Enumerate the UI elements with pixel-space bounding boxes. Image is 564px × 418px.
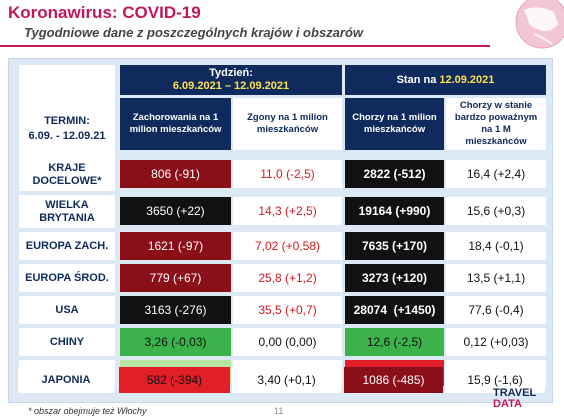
page-number: 11	[274, 406, 284, 416]
data-table: TERMIN: 6.09. - 12.09.21 Tydzień: 6.09.2…	[8, 58, 553, 403]
travel-data-logo: TRAVEL DATA	[493, 388, 536, 410]
row-label: KRAJE DOCELOWE*	[19, 158, 115, 191]
status-header: Stan na 12.09.2021	[345, 65, 546, 95]
cell-deaths-japan: 3,40 (+0,1)	[232, 367, 341, 393]
row-label: WIELKA BRYTANIA	[19, 195, 115, 228]
header-divider	[0, 45, 490, 47]
cell-cases: 779 (+67)	[120, 264, 231, 292]
cell-critical: 15,6 (+0,3)	[446, 197, 546, 225]
cell-deaths: 11,0 (-2,5)	[233, 160, 342, 188]
logo-line1: TRAVEL	[493, 387, 537, 399]
header-subtitle: Tygodniowe dane z poszczególnych krajów …	[24, 25, 364, 40]
row-label: USA	[19, 296, 115, 324]
cell-active: 3273 (+120)	[345, 264, 444, 292]
globe-icon	[515, 0, 564, 49]
cell-cases-japan: 582 (-394)	[119, 367, 230, 393]
col-header-deaths: Zgony na 1 milion mieszkańców	[233, 98, 342, 150]
cell-critical: 13,5 (+1,1)	[446, 264, 546, 292]
cell-critical: 0,12 (+0,03)	[446, 328, 546, 356]
cell-deaths: 35,5 (+0,7)	[233, 296, 342, 324]
col-header-cases: Zachorowania na 1 milion mieszkańców	[120, 98, 231, 150]
row-label-japan: JAPONIA	[18, 367, 114, 393]
cell-cases: 1621 (-97)	[120, 232, 231, 260]
col-header-critical: Chorzy w stanie bardzo poważnym na 1 M m…	[446, 98, 546, 150]
week-range: 6.09.2021 – 12.09.2021	[172, 80, 290, 92]
cell-active: 28074 (+1450)	[345, 296, 444, 324]
termin-label: TERMIN:	[44, 114, 90, 127]
cell-active: 2822 (-512)	[345, 160, 444, 188]
logo-line2: DATA	[493, 398, 522, 410]
cell-active: 7635 (+170)	[345, 232, 444, 260]
week-title: Tydzień:	[209, 67, 253, 79]
termin-range: 6.09. - 12.09.21	[28, 129, 106, 142]
cell-cases: 806 (-91)	[120, 160, 231, 188]
cell-critical: 77,6 (-0,4)	[446, 296, 546, 324]
cell-active: 19164 (+990)	[345, 197, 444, 225]
cell-deaths: 0,00 (0,00)	[233, 328, 342, 356]
header-title: Koronawirus: COVID-19	[8, 3, 201, 22]
row-label: EUROPA ZACH.	[19, 232, 115, 260]
cell-critical-japan: 15,9 (-1,6)	[445, 367, 545, 393]
col-header-active: Chorzy na 1 milion mieszkańców	[345, 98, 444, 150]
cell-active: 12,6 (-2,5)	[345, 328, 444, 356]
status-title: Stan na	[396, 74, 437, 86]
row-label: CHINY	[19, 328, 115, 356]
cell-cases: 3,26 (-0,03)	[120, 328, 231, 356]
week-header: Tydzień: 6.09.2021 – 12.09.2021	[120, 65, 342, 95]
cell-critical: 18,4 (-0,1)	[446, 232, 546, 260]
cell-cases: 3650 (+22)	[120, 197, 231, 225]
cell-active-japan: 1086 (-485)	[344, 367, 443, 393]
cell-critical: 16,4 (+2,4)	[446, 160, 546, 188]
cell-cases: 3163 (-276)	[120, 296, 231, 324]
cell-deaths: 25,8 (+1,2)	[233, 264, 342, 292]
cell-deaths: 14,3 (+2,5)	[233, 197, 342, 225]
row-label: EUROPA ŚROD.	[19, 264, 115, 292]
status-date: 12.09.2021	[439, 74, 495, 86]
cell-deaths: 7,02 (+0,58)	[233, 232, 342, 260]
footnote: * obszar obejmuje też Włochy	[28, 406, 147, 416]
